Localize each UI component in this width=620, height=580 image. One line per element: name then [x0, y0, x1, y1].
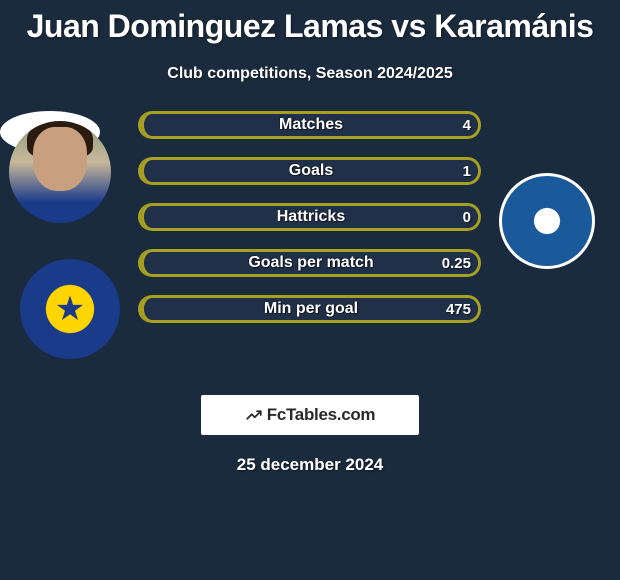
stat-bar: Matches 4	[138, 111, 482, 139]
source-logo: FcTables.com	[201, 395, 419, 435]
bar-label: Hattricks	[277, 208, 345, 226]
bar-label: Matches	[279, 116, 343, 134]
page-title: Juan Dominguez Lamas vs Karamánis	[0, 0, 620, 45]
bar-value-right: 0	[463, 209, 471, 226]
date-label: 25 december 2024	[0, 455, 620, 475]
bar-value-right: 1	[463, 163, 471, 180]
logo-text: FcTables.com	[267, 405, 376, 425]
subtitle: Club competitions, Season 2024/2025	[0, 65, 620, 83]
bar-value-right: 0.25	[442, 255, 471, 272]
stat-bars: Matches 4 Goals 1 Hattricks 0 Goals per match 0…	[138, 111, 482, 341]
player-face-shape	[33, 127, 87, 191]
comparison-area: Matches 4 Goals 1 Hattricks 0 Goals per match 0…	[0, 111, 620, 371]
bar-label: Goals	[289, 162, 333, 180]
bar-label: Min per goal	[264, 300, 358, 318]
stat-bar: Goals per match 0.25	[138, 249, 482, 277]
player-left-photo	[9, 121, 111, 223]
bar-value-right: 475	[446, 301, 471, 318]
stat-bar: Goals 1	[138, 157, 482, 185]
club-left-badge	[20, 259, 120, 359]
stat-bar: Min per goal 475	[138, 295, 482, 323]
club-right-badge	[499, 173, 595, 269]
stat-bar: Hattricks 0	[138, 203, 482, 231]
bar-value-right: 4	[463, 117, 471, 134]
chart-icon	[245, 406, 263, 424]
bar-label: Goals per match	[248, 254, 373, 272]
